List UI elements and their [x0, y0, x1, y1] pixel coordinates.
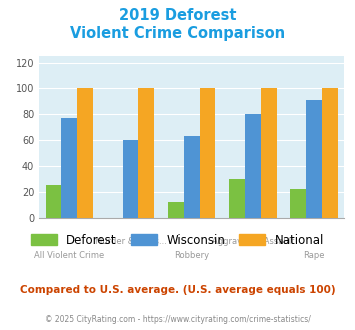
Text: Aggravated Assault: Aggravated Assault	[212, 237, 294, 246]
Bar	[45, 185, 61, 218]
Bar	[245, 114, 261, 218]
Text: Robbery: Robbery	[174, 251, 209, 260]
Bar	[168, 202, 184, 218]
Text: Violent Crime Comparison: Violent Crime Comparison	[70, 26, 285, 41]
Text: 2019 Deforest: 2019 Deforest	[119, 8, 236, 23]
Legend: Deforest, Wisconsin, National: Deforest, Wisconsin, National	[26, 229, 329, 251]
Bar	[229, 179, 245, 218]
Text: Rape: Rape	[304, 251, 325, 260]
Bar	[184, 136, 200, 218]
Bar	[322, 88, 338, 218]
Bar	[122, 140, 138, 218]
Text: Compared to U.S. average. (U.S. average equals 100): Compared to U.S. average. (U.S. average …	[20, 285, 335, 295]
Bar	[138, 88, 154, 218]
Bar	[290, 189, 306, 218]
Bar	[261, 88, 277, 218]
Text: All Violent Crime: All Violent Crime	[34, 251, 104, 260]
Bar	[306, 100, 322, 218]
Text: © 2025 CityRating.com - https://www.cityrating.com/crime-statistics/: © 2025 CityRating.com - https://www.city…	[45, 315, 310, 324]
Bar	[61, 118, 77, 218]
Bar	[200, 88, 215, 218]
Bar	[77, 88, 93, 218]
Text: Murder & Mans...: Murder & Mans...	[94, 237, 166, 246]
